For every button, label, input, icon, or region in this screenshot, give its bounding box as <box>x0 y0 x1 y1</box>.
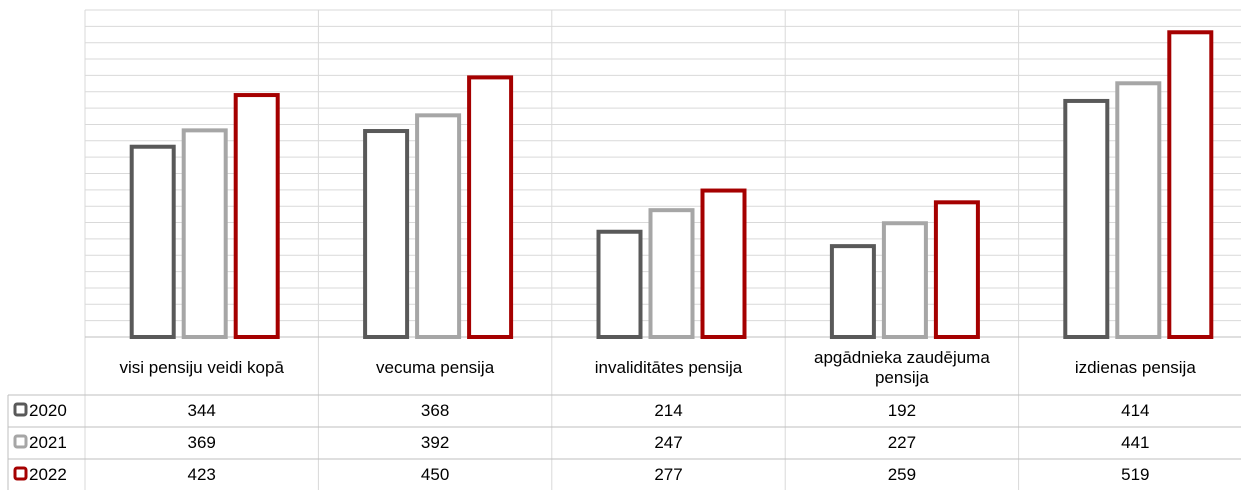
table-cell: 368 <box>421 401 449 420</box>
bar-2021-0 <box>181 128 228 339</box>
bar-2020-1 <box>363 129 410 339</box>
category-label: pensija <box>875 368 929 387</box>
bar-2022-1 <box>467 75 514 340</box>
category-label: visi pensiju veidi kopā <box>119 358 284 377</box>
table-cell: 414 <box>1121 401 1149 420</box>
bar-2020-4 <box>1063 98 1110 339</box>
table-cell: 227 <box>888 433 916 452</box>
category-label: izdienas pensija <box>1075 358 1197 377</box>
bar-2021-4 <box>1115 81 1162 340</box>
legend-label: 2021 <box>29 433 67 452</box>
bar-2022-3 <box>933 200 980 339</box>
bar-2021-3 <box>881 221 928 340</box>
bar-2020-3 <box>829 244 876 339</box>
bar-2020-0 <box>129 144 176 339</box>
category-label: vecuma pensija <box>376 358 495 377</box>
table-cell: 214 <box>654 401 682 420</box>
legend-label: 2020 <box>29 401 67 420</box>
table-cell: 247 <box>654 433 682 452</box>
table-cell: 344 <box>188 401 216 420</box>
table-cell: 441 <box>1121 433 1149 452</box>
bar-2022-4 <box>1167 30 1214 340</box>
category-label: invaliditātes pensija <box>595 358 743 377</box>
table-cell: 423 <box>188 465 216 484</box>
table-cell: 519 <box>1121 465 1149 484</box>
table-cell: 259 <box>888 465 916 484</box>
category-label: apgādnieka zaudējuma <box>814 348 990 367</box>
legend-key-2022 <box>13 466 28 481</box>
table-cell: 369 <box>188 433 216 452</box>
bar-2022-0 <box>233 93 280 339</box>
legend-key-2020 <box>13 402 28 417</box>
table-cell: 192 <box>888 401 916 420</box>
bar-2020-2 <box>596 229 643 339</box>
table-cell: 392 <box>421 433 449 452</box>
table-cell: 277 <box>654 465 682 484</box>
bar-2022-2 <box>700 188 747 339</box>
table-cell: 450 <box>421 465 449 484</box>
bar-2021-1 <box>415 113 462 339</box>
legend-label: 2022 <box>29 465 67 484</box>
bar-2021-2 <box>648 208 695 339</box>
legend-key-2021 <box>13 434 28 449</box>
